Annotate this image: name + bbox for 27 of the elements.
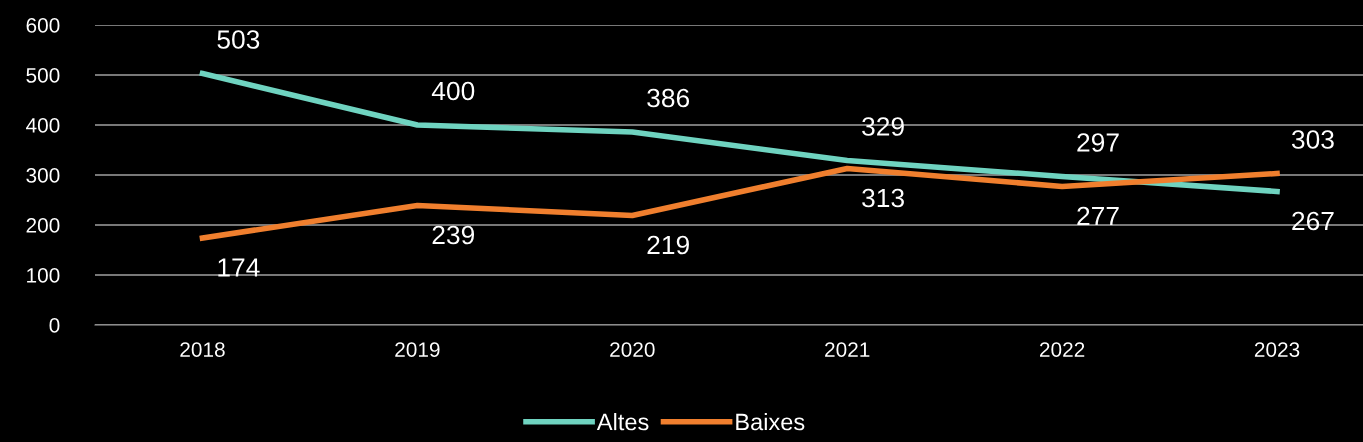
data-label: 313 [862,188,904,208]
y-tick-label: 200 [26,218,60,233]
data-label: 303 [1291,130,1334,149]
legend-label: Baixes [736,412,805,431]
x-tick-label: 2020 [610,342,655,357]
y-tick-label: 600 [26,18,60,33]
x-tick-label: 2019 [395,342,440,357]
legend-label: Altes [596,412,649,431]
x-tick-label: 2018 [180,342,225,357]
data-label: 297 [1077,133,1119,152]
y-tick-label: 300 [26,168,60,183]
data-label: 219 [647,235,689,255]
data-label: 267 [1292,211,1334,231]
x-tick-label: 2021 [825,342,870,357]
data-label: 386 [647,88,690,108]
y-tick-label: 0 [49,318,60,333]
data-label: 239 [432,225,475,245]
x-tick-label: 2022 [1040,342,1085,357]
data-label: 174 [218,258,260,277]
data-label: 329 [862,117,904,136]
y-tick-label: 400 [26,118,60,133]
data-label: 503 [217,30,260,49]
y-tick-label: 100 [27,268,60,283]
data-label: 400 [431,81,475,101]
x-tick-label: 2023 [1254,342,1300,357]
y-tick-label: 500 [26,68,60,83]
data-label: 277 [1077,206,1119,226]
